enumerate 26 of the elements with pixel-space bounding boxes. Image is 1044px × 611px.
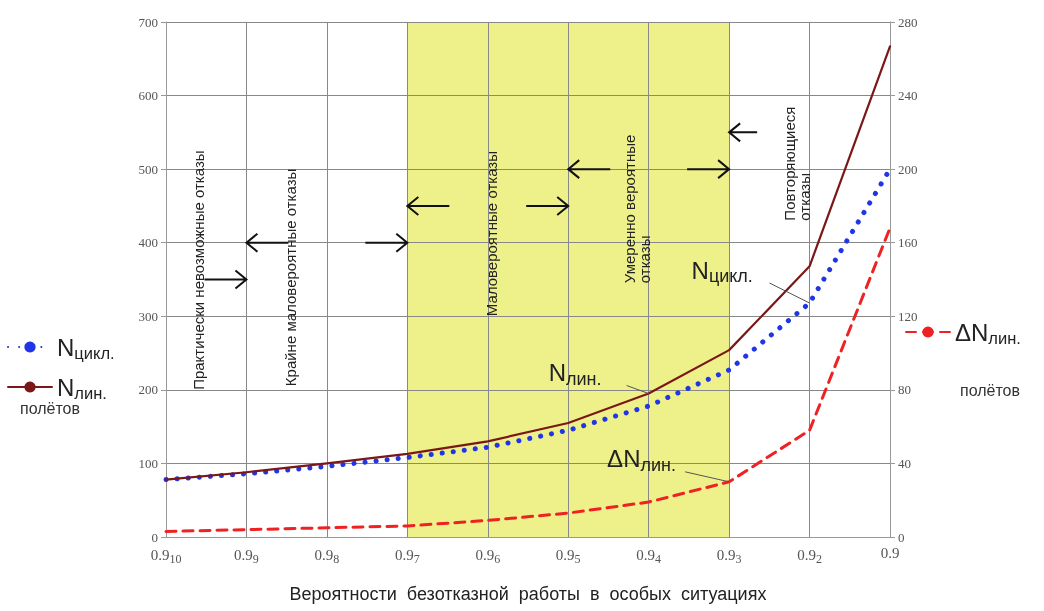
y2-tick-label: 0 bbox=[898, 529, 905, 545]
annotation: Практически невозможные отказы bbox=[189, 150, 207, 390]
y-tick-label: 400 bbox=[138, 235, 158, 251]
y2-axis-title: полётов bbox=[960, 381, 1020, 399]
y2-tick-label: 80 bbox=[898, 382, 911, 398]
annotation: Крайне маловероятные отказы bbox=[282, 168, 300, 387]
y-tick-label: 300 bbox=[138, 308, 158, 324]
y-tick-label: 600 bbox=[138, 88, 158, 104]
y-tick-label: 200 bbox=[138, 382, 158, 398]
y2-tick-label: 200 bbox=[898, 161, 918, 177]
y2-tick-label: 40 bbox=[898, 455, 911, 471]
y2-tick-label: 240 bbox=[898, 88, 918, 104]
y2-tick-label: 160 bbox=[898, 235, 918, 251]
line-series bbox=[164, 45, 892, 481]
x-tick-label: 0.9 bbox=[880, 544, 900, 561]
y-tick-label: 500 bbox=[138, 161, 158, 177]
y-tick-label: 0 bbox=[151, 529, 158, 545]
y2-tick-label: 280 bbox=[898, 14, 918, 30]
x-axis-title: Вероятности безотказной работы в особых ситуациях bbox=[289, 584, 767, 604]
y-tick-label: 100 bbox=[138, 455, 158, 471]
annotation: Умеренно вероятные отказы bbox=[620, 134, 653, 284]
annotation: Повторяющиеся отказы bbox=[781, 106, 814, 221]
annotation: Маловероятные отказы bbox=[483, 151, 501, 317]
y2-tick-label: 120 bbox=[898, 308, 918, 324]
y-tick-label: 700 bbox=[138, 14, 158, 30]
y-axis-title: полётов bbox=[20, 399, 80, 417]
